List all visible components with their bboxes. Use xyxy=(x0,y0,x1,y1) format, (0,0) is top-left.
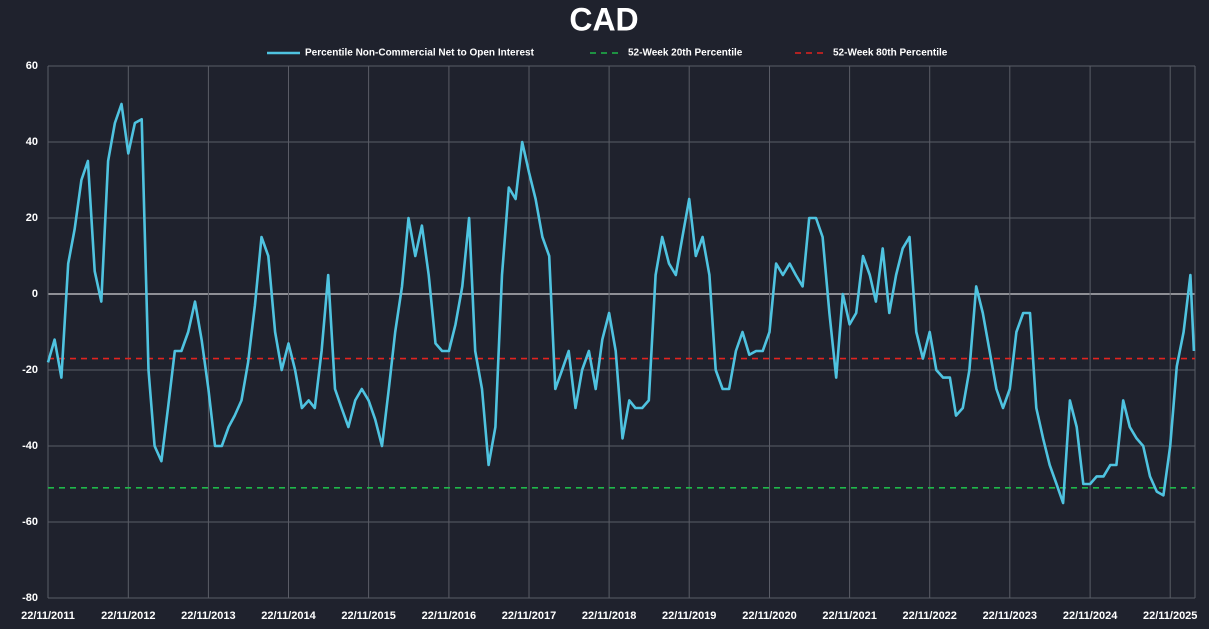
x-tick-label: 22/11/2021 xyxy=(822,610,876,622)
y-tick-label: 60 xyxy=(26,60,38,72)
x-tick-label: 22/11/2012 xyxy=(101,610,155,622)
y-tick-label: -40 xyxy=(22,440,38,452)
x-tick-label: 22/11/2014 xyxy=(261,610,316,622)
data-line xyxy=(46,102,1196,505)
x-tick-label: 22/11/2013 xyxy=(181,610,235,622)
y-tick-label: -60 xyxy=(22,516,38,528)
y-tick-label: 20 xyxy=(26,212,38,224)
legend-label: Percentile Non-Commercial Net to Open In… xyxy=(305,48,535,59)
x-tick-label: 22/11/2016 xyxy=(422,610,476,622)
x-tick-label: 22/11/2011 xyxy=(21,610,75,622)
x-tick-label: 22/11/2020 xyxy=(742,610,796,622)
x-tick-label: 22/11/2019 xyxy=(662,610,716,622)
legend-label: 52-Week 80th Percentile xyxy=(833,48,948,59)
x-tick-label: 22/11/2024 xyxy=(1063,610,1118,622)
x-tick-label: 22/11/2015 xyxy=(341,610,395,622)
x-tick-label: 22/11/2023 xyxy=(983,610,1037,622)
x-tick-label: 22/11/2025 xyxy=(1143,610,1197,622)
legend-label: 52-Week 20th Percentile xyxy=(628,48,743,59)
y-tick-label: 40 xyxy=(26,136,38,148)
x-tick-label: 22/11/2022 xyxy=(902,610,956,622)
chart-title: CAD xyxy=(569,1,638,37)
x-tick-label: 22/11/2018 xyxy=(582,610,636,622)
x-tick-label: 22/11/2017 xyxy=(502,610,556,622)
y-tick-label: 0 xyxy=(32,288,38,300)
y-tick-label: -20 xyxy=(22,364,38,376)
y-tick-label: -80 xyxy=(22,592,38,604)
